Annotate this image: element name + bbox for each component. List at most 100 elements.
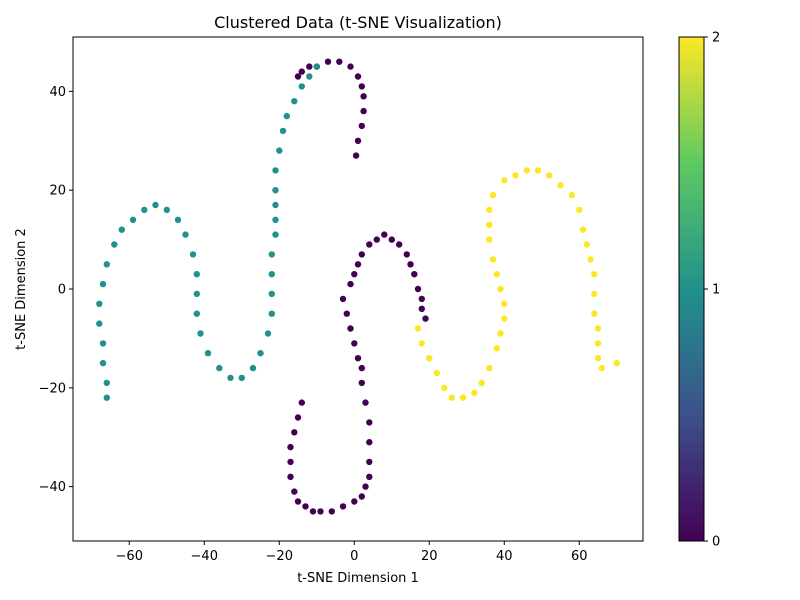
cluster-1-point: [313, 63, 320, 70]
cluster-2-point: [459, 394, 467, 401]
colorbar: [678, 36, 705, 542]
colorbar-tick-label: 1: [712, 283, 720, 298]
cluster-0-point: [388, 236, 395, 243]
cluster-1-point: [298, 83, 305, 90]
cluster-2-point: [486, 236, 493, 243]
cluster-1-point: [268, 251, 275, 258]
cluster-1-point: [174, 216, 182, 223]
cluster-1-point: [276, 147, 283, 154]
cluster-0-point: [366, 241, 373, 248]
scatter-points: [96, 58, 620, 515]
cluster-1-point: [141, 206, 148, 214]
cluster-0-point: [362, 399, 369, 406]
cluster-1-point: [103, 261, 111, 268]
chart-title: Clustered Data (t-SNE Visualization): [214, 13, 502, 32]
cluster-0-point: [358, 364, 365, 372]
cluster-2-point: [441, 384, 448, 391]
x-tick-label: 60: [571, 549, 588, 564]
cluster-0-point: [336, 58, 343, 65]
cluster-1-point: [118, 226, 126, 233]
cluster-0-point: [366, 458, 373, 466]
cluster-0-point: [352, 152, 360, 159]
cluster-1-point: [99, 340, 107, 347]
cluster-2-point: [471, 389, 478, 396]
cluster-2-point: [501, 315, 508, 322]
cluster-1-point: [99, 280, 107, 288]
cluster-0-point: [358, 83, 365, 90]
cluster-2-point: [534, 167, 542, 174]
y-tick-label: −40: [39, 480, 66, 495]
cluster-2-point: [493, 271, 500, 278]
cluster-0-point: [343, 310, 350, 317]
cluster-1-point: [111, 241, 118, 248]
cluster-1-point: [268, 310, 275, 317]
cluster-0-point: [302, 503, 309, 510]
cluster-1-point: [204, 350, 212, 357]
cluster-1-point: [257, 350, 264, 357]
cluster-2-point: [613, 359, 620, 367]
y-axis-label: t-SNE Dimension 2: [14, 228, 29, 350]
cluster-1-point: [272, 216, 279, 223]
cluster-0-point: [347, 280, 354, 288]
cluster-2-point: [591, 271, 598, 278]
cluster-0-point: [298, 399, 305, 406]
plot-frame: [72, 36, 644, 542]
cluster-1-point: [291, 98, 298, 105]
x-tick-label: 20: [421, 549, 438, 564]
cluster-1-point: [283, 112, 290, 120]
cluster-1-point: [193, 310, 200, 317]
cluster-1-point: [129, 216, 137, 223]
cluster-1-point: [272, 187, 279, 194]
cluster-2-point: [486, 206, 493, 214]
cluster-2-point: [486, 364, 493, 372]
cluster-0-point: [294, 414, 302, 421]
cluster-0-point: [309, 508, 317, 515]
cluster-2-point: [489, 256, 497, 263]
cluster-2-point: [426, 355, 433, 362]
cluster-0-point: [358, 379, 365, 387]
cluster-1-point: [182, 231, 189, 238]
cluster-0-point: [354, 73, 362, 80]
cluster-1-point: [306, 73, 313, 80]
cluster-0-point: [403, 251, 410, 258]
cluster-0-point: [339, 295, 347, 303]
cluster-0-point: [360, 107, 367, 115]
cluster-0-point: [362, 483, 369, 490]
cluster-2-point: [546, 172, 553, 179]
cluster-1-point: [272, 231, 279, 238]
cluster-2-point: [598, 364, 605, 372]
cluster-0-point: [351, 271, 358, 278]
x-axis-label: t-SNE Dimension 1: [297, 571, 419, 586]
cluster-0-point: [351, 340, 358, 347]
y-axis-ticks: −40 −20 0 20 40: [39, 85, 73, 495]
y-tick-label: 0: [58, 283, 66, 298]
cluster-2-point: [418, 340, 425, 347]
cluster-0-point: [381, 231, 388, 238]
cluster-0-point: [373, 236, 380, 243]
y-tick-label: 40: [49, 85, 66, 100]
cluster-1-point: [163, 206, 170, 214]
cluster-1-point: [189, 251, 197, 258]
cluster-2-point: [512, 172, 519, 179]
x-axis-ticks: −60 −40 −20 0 20 40 60: [116, 541, 588, 564]
cluster-2-point: [523, 167, 530, 174]
x-tick-label: 40: [496, 549, 513, 564]
cluster-2-point: [497, 330, 504, 337]
colorbar-tick-label: 0: [712, 535, 720, 550]
cluster-2-point: [579, 226, 587, 233]
cluster-0-point: [306, 63, 313, 70]
cluster-2-point: [591, 290, 598, 298]
cluster-0-point: [418, 305, 425, 312]
cluster-0-point: [298, 68, 305, 75]
cluster-2-point: [568, 191, 575, 199]
cluster-1-point: [249, 364, 257, 372]
cluster-1-point: [264, 330, 272, 337]
cluster-1-point: [197, 330, 204, 337]
x-tick-label: 0: [350, 549, 358, 564]
cluster-0-point: [366, 419, 373, 426]
cluster-2-point: [448, 394, 455, 401]
cluster-0-point: [354, 355, 362, 362]
cluster-1-point: [272, 201, 279, 209]
y-tick-label: −20: [39, 381, 66, 396]
cluster-1-point: [268, 271, 275, 278]
